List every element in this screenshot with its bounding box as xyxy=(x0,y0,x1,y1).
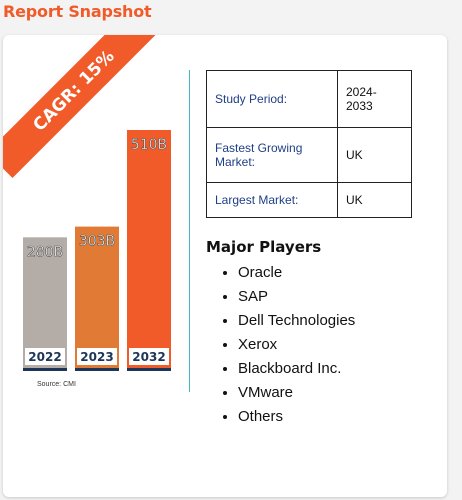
category-label: 2022 xyxy=(28,350,61,364)
bar-base-strip xyxy=(75,368,119,371)
bar-value-label: 510B xyxy=(131,137,167,153)
player-item: Oracle xyxy=(238,261,355,285)
snapshot-card: CAGR: 15% 280B 2022 303B 2023 510B 2032 Sourc… xyxy=(3,35,447,497)
major-players: Major Players Oracle SAP Dell Technologi… xyxy=(206,238,355,429)
study-row: Fastest Growing Market: UK xyxy=(206,127,412,183)
category-label: 2023 xyxy=(80,350,113,364)
bar-base-strip xyxy=(23,368,67,371)
player-item: Xerox xyxy=(238,333,355,357)
bar-value-label: 303B xyxy=(79,234,115,250)
divider-line xyxy=(189,70,190,392)
bar-value-label: 280B xyxy=(27,244,63,260)
major-players-list: Oracle SAP Dell Technologies Xerox Black… xyxy=(206,261,355,429)
study-row: Study Period: 2024- 2033 xyxy=(206,70,412,128)
major-players-title: Major Players xyxy=(206,238,322,256)
bar-2023 xyxy=(75,226,119,368)
category-label-box xyxy=(25,348,65,365)
study-key: Largest Market: xyxy=(206,182,338,218)
bar-chart: 280B 2022 303B 2023 510B 2032 xyxy=(23,130,171,371)
bar-2022 xyxy=(23,237,67,368)
player-item: Others xyxy=(238,405,355,429)
player-item: Dell Technologies xyxy=(238,309,355,333)
study-value: 2024- 2033 xyxy=(337,70,412,128)
chart-source: Source: CMI xyxy=(37,381,76,388)
study-key: Fastest Growing Market: xyxy=(206,127,338,183)
category-label: 2032 xyxy=(132,350,165,364)
bar-base-strip xyxy=(127,368,171,371)
player-item: SAP xyxy=(238,285,355,309)
study-value: UK xyxy=(337,182,412,218)
player-item: VMware xyxy=(238,381,355,405)
bar-2032 xyxy=(127,130,171,368)
category-label-box xyxy=(129,348,169,365)
study-value: UK xyxy=(337,127,412,183)
category-label-box xyxy=(77,348,117,365)
study-table: Study Period: 2024- 2033 Fastest Growing… xyxy=(206,70,412,218)
report-snapshot-heading: Report Snapshot xyxy=(3,2,152,21)
study-key: Study Period: xyxy=(206,70,338,128)
study-row: Largest Market: UK xyxy=(206,182,412,218)
player-item: Blackboard Inc. xyxy=(238,357,355,381)
